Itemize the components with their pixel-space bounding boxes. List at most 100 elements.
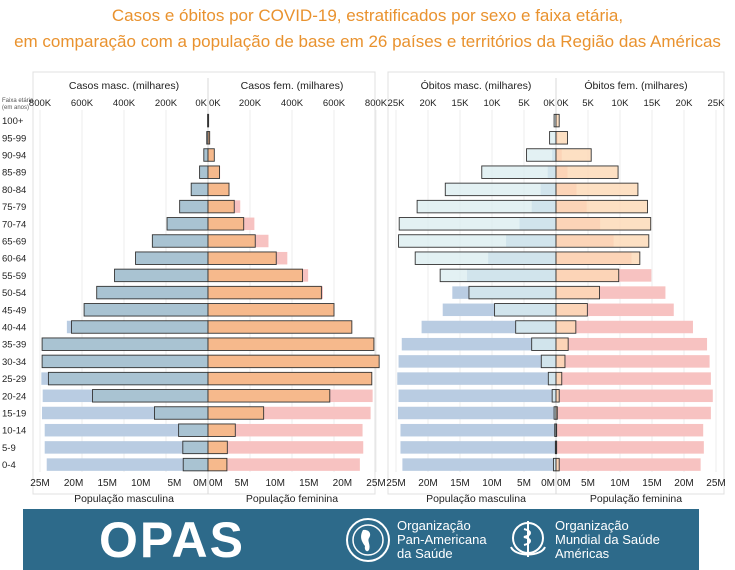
deaths-female-bar xyxy=(555,251,641,265)
deaths-female-bar xyxy=(555,354,566,369)
deaths-bottom-tick-label: 25M xyxy=(386,478,405,489)
cases-top-tick-label: 0K xyxy=(209,98,221,109)
deaths-pop-male-bar xyxy=(397,372,556,385)
deaths-bottom-tick-label: 25M xyxy=(706,478,725,489)
cases-top-tick-label: 200K xyxy=(239,98,262,109)
cases-bottom-tick-label: 0M xyxy=(209,478,223,489)
who-name-line1: Organização xyxy=(555,518,629,533)
age-axis-label-line2: (em anos) xyxy=(2,105,29,111)
deaths-pop-female-bar xyxy=(556,372,711,385)
deaths-female-bar xyxy=(555,113,560,128)
deaths-bottom-right-label: População feminina xyxy=(590,493,682,505)
age-axis-label-line1: Faixa etária xyxy=(2,98,34,104)
cases-male-bar xyxy=(92,389,209,403)
cases-bottom-tick-label: 0M xyxy=(193,478,207,489)
cases-male-bar xyxy=(199,165,209,179)
age-group-label: 95-99 xyxy=(2,133,26,144)
deaths-male-bar xyxy=(398,234,557,248)
cases-male-bar xyxy=(178,423,209,437)
deaths-female-bar xyxy=(555,234,650,248)
deaths-top-tick-label: 25K xyxy=(388,98,406,109)
deaths-male-bar xyxy=(547,371,557,386)
cases-female-bar xyxy=(207,268,303,283)
cases-top-tick-label: 0K xyxy=(195,98,207,109)
cases-female-bar xyxy=(207,234,256,248)
cases-male-bar xyxy=(182,440,209,455)
deaths-female-bar xyxy=(555,337,569,351)
cases-bottom-tick-label: 10M xyxy=(131,478,150,489)
cases-female-bar xyxy=(207,285,322,300)
cases-bottom-tick-label: 25M xyxy=(30,478,49,489)
deaths-male-bar xyxy=(531,337,557,351)
cases-female-bar xyxy=(207,423,236,437)
deaths-female-bar xyxy=(555,148,592,162)
deaths-pop-male-bar xyxy=(402,458,556,471)
cases-female-bar xyxy=(207,440,228,455)
cases-bottom-tick-label: 15M xyxy=(299,478,318,489)
deaths-pop-male-bar xyxy=(400,441,556,454)
cases-male-bar xyxy=(166,217,209,231)
deaths-top-tick-label: 20K xyxy=(420,98,438,109)
age-group-label: 50-54 xyxy=(2,288,26,299)
deaths-female-bar xyxy=(555,131,568,145)
deaths-top-right-label: Óbitos fem. (milhares) xyxy=(584,79,687,92)
cases-top-tick-label: 400K xyxy=(281,98,304,109)
cases-top-tick-label: 200K xyxy=(155,98,178,109)
cases-bottom-tick-label: 20M xyxy=(333,478,352,489)
paho-name-line2: Pan-Americana xyxy=(397,532,487,547)
cases-female-bar xyxy=(207,371,373,386)
cases-bottom-tick-label: 5M xyxy=(167,478,181,489)
cases-top-tick-label: 800K xyxy=(365,98,388,109)
cases-bottom-tick-label: 5M xyxy=(235,478,249,489)
cases-top-right-label: Casos fem. (milhares) xyxy=(241,80,344,92)
age-group-label: 75-79 xyxy=(2,202,26,213)
age-group-label: 85-89 xyxy=(2,168,26,179)
age-group-label: 25-29 xyxy=(2,374,26,385)
age-group-label: 70-74 xyxy=(2,219,26,230)
deaths-male-bar xyxy=(551,389,557,403)
cases-male-bar xyxy=(153,406,209,420)
who-name-line2: Mundial da Saúde xyxy=(555,532,660,547)
cases-male-bar xyxy=(190,182,209,197)
age-group-label: 45-49 xyxy=(2,305,26,316)
age-group-label: 5-9 xyxy=(2,443,16,454)
cases-top-tick-label: 400K xyxy=(113,98,136,109)
deaths-male-bar xyxy=(526,148,557,162)
paho-globe-icon xyxy=(346,518,390,562)
deaths-female-bar xyxy=(555,389,560,403)
cases-male-bar xyxy=(179,199,209,214)
deaths-top-left-label: Óbitos masc. (milhares) xyxy=(421,79,532,92)
cases-female-bar xyxy=(207,165,221,179)
deaths-female-bar xyxy=(555,199,648,214)
deaths-bottom-tick-label: 0M xyxy=(557,478,571,489)
cases-male-bar xyxy=(41,354,209,369)
footer-banner: OPAS Organização Pan-Americana da Saúde … xyxy=(23,509,699,570)
cases-bottom-tick-label: 25M xyxy=(366,478,385,489)
deaths-top-tick-label: 25K xyxy=(708,98,726,109)
deaths-male-bar xyxy=(414,251,557,265)
deaths-male-bar xyxy=(549,131,557,145)
age-group-label: 30-34 xyxy=(2,357,26,368)
paho-name-line1: Organização xyxy=(397,518,471,533)
cases-top-tick-label: 600K xyxy=(71,98,94,109)
age-group-label: 20-24 xyxy=(2,391,26,402)
deaths-male-bar xyxy=(444,182,557,197)
opas-logo-text: OPAS xyxy=(99,512,245,568)
cases-male-bar xyxy=(203,148,209,162)
deaths-top-tick-label: 5K xyxy=(518,98,530,109)
deaths-top-tick-label: 10K xyxy=(484,98,502,109)
deaths-pop-female-bar xyxy=(556,389,713,403)
cases-female-bar xyxy=(207,457,228,472)
cases-top-left-label: Casos masc. (milhares) xyxy=(69,80,179,92)
cases-female-bar xyxy=(207,182,230,197)
cases-female-bar xyxy=(207,251,277,265)
cases-pop-male-bar xyxy=(44,423,209,437)
deaths-bottom-tick-label: 10M xyxy=(482,478,501,489)
deaths-female-bar xyxy=(555,457,560,472)
deaths-top-tick-label: 20K xyxy=(676,98,694,109)
age-group-label: 10-14 xyxy=(2,426,26,437)
cases-pop-female-bar xyxy=(208,423,363,437)
deaths-pop-male-bar xyxy=(400,423,556,437)
age-group-label: 15-19 xyxy=(2,409,26,420)
deaths-pop-male-bar xyxy=(401,337,556,351)
